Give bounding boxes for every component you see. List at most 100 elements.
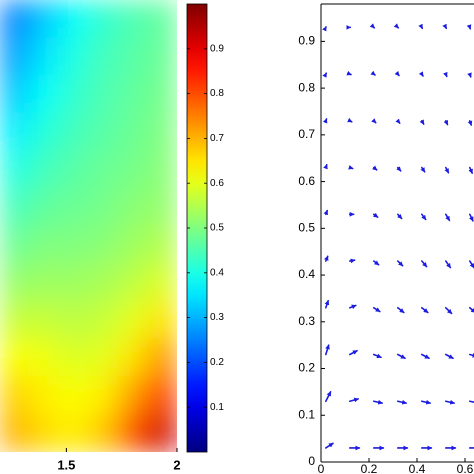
colorbar-tick-label: 0.9 [210,43,224,54]
x-tick-label: 1.5 [57,457,75,472]
arrow [468,399,474,405]
arrow [443,71,448,78]
arrow [420,213,427,221]
arrow [348,304,357,310]
arrow [348,258,356,264]
heatmap-cell [29,338,60,378]
colorbar-tick-label: 0.7 [210,133,224,144]
heatmap-cell [29,376,60,415]
heatmap-cell [117,150,148,189]
arrow [370,70,376,76]
heatmap-cell [147,37,177,76]
arrow [348,349,358,356]
arrow [324,391,332,403]
colorbar-tick-label: 0.4 [210,267,224,278]
arrow [444,399,456,405]
heatmap-cell [58,74,89,114]
heatmap-cell [58,300,89,340]
arrow [420,306,429,314]
arrow [444,166,450,174]
colorbar-tick-label: 0.1 [210,402,224,413]
y-tick-label: 0.3 [298,314,315,328]
arrow [347,117,353,123]
x-tick-label: 0.6 [457,462,474,474]
arrow [324,344,330,356]
heatmap-cell [88,0,119,39]
y-tick-label: 0.8 [298,80,315,94]
heatmap-cell [58,150,89,189]
arrow [420,353,430,360]
y-tick-label: 0.7 [298,127,315,141]
arrow [395,118,401,124]
x-tick-label: 0 [318,462,325,474]
arrow [468,352,474,358]
arrow [372,306,381,313]
colorbar-tick-label: 0.3 [210,312,224,323]
heatmap-cell [29,37,60,76]
heatmap-cell [0,112,30,152]
arrow [419,119,425,125]
arrow [348,397,360,403]
heatmap-cell [29,112,60,152]
heatmap-cell [58,0,89,39]
heatmap-cell [147,0,177,39]
heatmap-cell [117,74,148,114]
arrow [396,399,408,405]
heatmap-cell [58,376,89,415]
arrow [468,166,474,174]
heatmap-cell [147,413,177,452]
heatmap-cell [0,263,30,302]
arrow [468,306,474,313]
colorbar-tick-label: 0.5 [210,223,224,234]
heatmap-cell [58,187,89,227]
heatmap-cell [0,0,30,39]
x-tick-label: 0.2 [361,462,378,474]
y-tick-label: 0.9 [298,34,315,48]
arrow [372,260,380,266]
colorbar-tick-label: 0.8 [210,88,224,99]
heatmap-cell [0,225,30,265]
arrow [444,213,451,222]
heatmap-cell [147,376,177,415]
heatmap-cell [88,263,119,302]
heatmap-cell [88,225,119,265]
arrow [396,166,402,172]
heatmap-cell [0,74,30,114]
heatmap-cell [29,225,60,265]
arrow [396,353,406,360]
heatmap-cell [29,150,60,189]
heatmap-cell [117,413,148,452]
heatmap-cell [117,37,148,76]
arrow [420,260,428,268]
heatmap-cell [0,150,30,189]
y-tick-label: 0.6 [298,174,315,188]
arrow [418,71,424,77]
heatmap-cell [58,225,89,265]
heatmap-cell [147,300,177,340]
arrow [394,70,400,77]
heatmap-cell [0,37,30,76]
arrow [468,213,474,222]
arrow [467,120,473,126]
arrow [467,72,472,78]
heatmap-cell [29,413,60,452]
heatmap-cell [117,112,148,152]
y-tick-label: 0.4 [298,267,315,281]
arrow [420,166,426,173]
heatmap-cell [117,263,148,302]
heatmap-cell [0,413,30,452]
heatmap-cell [0,300,30,340]
arrow [396,260,404,267]
heatmap-cell [58,413,89,452]
heatmap-cell [117,187,148,227]
y-tick-label: 0.1 [298,407,315,421]
y-tick-label: 0.5 [298,220,315,234]
heatmap-cell [58,37,89,76]
heatmap-cell [88,413,119,452]
heatmap-cell [147,150,177,189]
y-tick-label: 0.2 [298,361,315,375]
heatmap-cell [29,300,60,340]
arrow [323,209,329,216]
arrow [372,165,378,171]
